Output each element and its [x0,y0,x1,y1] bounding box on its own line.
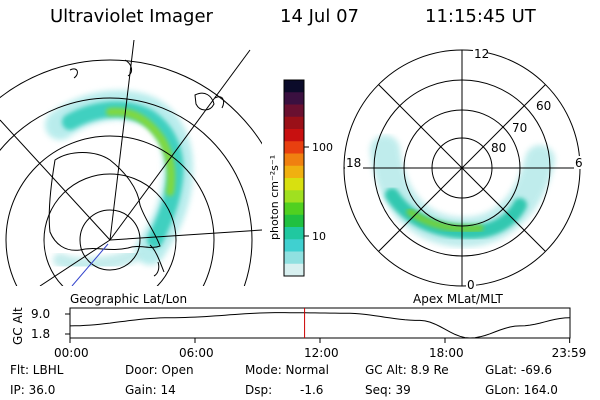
colorbar-band [284,251,304,265]
colorbar-tick-10: 10 [312,230,326,243]
colorbar-band [284,153,304,167]
status-gain: Gain: 14 [125,383,176,397]
status-dsp: Dsp: [245,383,273,397]
colorbar-band [284,214,304,228]
time-tick-label: 23:59 [552,346,587,360]
lat-label-60: 60 [536,99,551,113]
mlt-label-6: 6 [575,156,583,170]
lat-label-80: 80 [491,141,506,155]
status-glon: GLon: 164.0 [485,383,558,397]
aurora-oval-geographic [45,90,194,272]
mlt-label-18: 18 [346,156,361,170]
apex-polar-plot: 12 18 6 0 60 70 80 [343,46,584,292]
mlt-label-0: 0 [467,278,475,292]
colorbar-band [284,92,304,105]
altitude-strip: 9.0 1.8 GC Alt 00:00 06:00 12:00 18:00 23:59 [11,307,586,360]
colorbar-band [284,239,304,252]
time-tick-label: 18:00 [429,346,464,360]
colorbar-unit-label: photon cm⁻²s⁻¹ [268,155,281,240]
aurora-oval-apex [370,135,555,248]
geographic-map-label: Geographic Lat/Lon [70,292,187,306]
time-tick-label: 00:00 [54,346,89,360]
apex-map-label: Apex MLat/MLT [413,292,503,306]
status-ip: IP: 36.0 [10,383,56,397]
coastlines [48,59,225,277]
status-seq: Seq: 39 [365,383,411,397]
status-mode: Mode: Normal [245,363,329,377]
status-glat: GLat: -69.6 [485,363,552,377]
footprint-track [71,243,109,286]
alt-axis-label: GC Alt [11,307,25,345]
lat-lon-grid [0,40,262,286]
time-tick-label: 06:00 [179,346,214,360]
colorbar-band [284,227,304,240]
alt-tick-1-8: 1.8 [31,327,50,341]
colorbar-band [284,141,304,154]
colorbar-band [284,116,304,130]
time-label: 11:15:45 UT [425,6,536,27]
mlt-label-12: 12 [474,47,489,61]
colorbar-band [284,104,304,118]
colorbar-band [284,80,304,93]
status-dsp-value: -1.6 [300,383,324,397]
status-door: Door: Open [125,363,194,377]
colorbar-band [284,190,304,203]
colorbar-band [284,263,304,277]
colorbar-band [284,129,304,142]
colorbar-band [284,165,304,179]
geographic-map [0,40,262,286]
colorbar-band [284,178,304,191]
colorbar-band [284,202,304,216]
colorbar-tick-100: 100 [312,141,333,154]
page-title: Ultraviolet Imager [50,6,213,27]
time-tick-label: 12:00 [304,346,339,360]
status-gc-alt: GC Alt: 8.9 Re [365,363,449,377]
colorbar: 100 10 photon cm⁻²s⁻¹ [268,79,333,277]
status-flt: Flt: LBHL [10,363,64,377]
alt-tick-9-0: 9.0 [31,307,50,321]
date-label: 14 Jul 07 [280,6,359,27]
lat-label-70: 70 [512,121,527,135]
